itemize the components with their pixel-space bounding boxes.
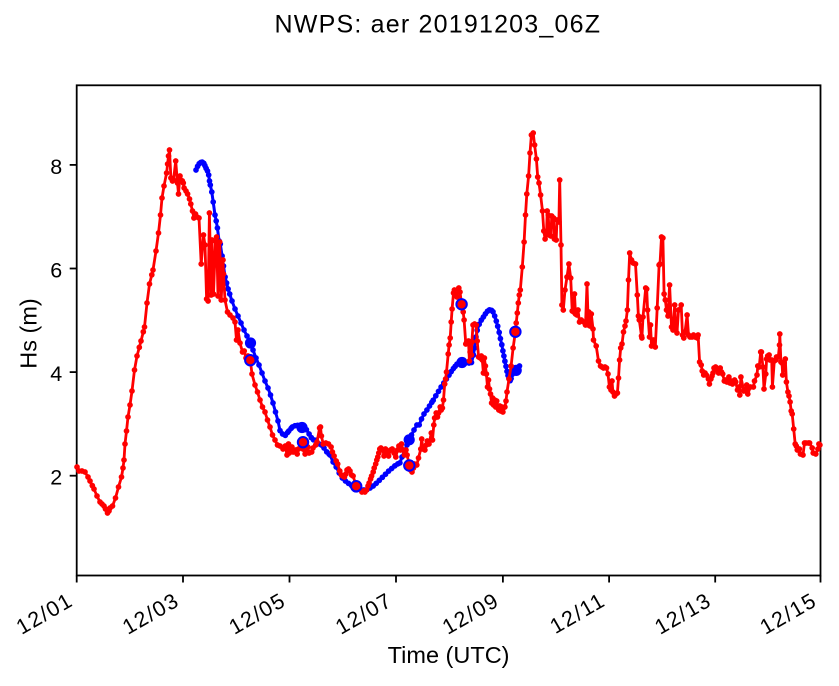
svg-text:4: 4: [50, 362, 62, 386]
svg-text:2: 2: [50, 466, 62, 490]
svg-text:8: 8: [50, 155, 62, 179]
svg-text:6: 6: [50, 259, 62, 283]
svg-text:Hs (m): Hs (m): [15, 298, 41, 368]
svg-text:NWPS: aer 20191203_06Z: NWPS: aer 20191203_06Z: [275, 11, 601, 39]
svg-text:Time (UTC): Time (UTC): [388, 642, 510, 668]
